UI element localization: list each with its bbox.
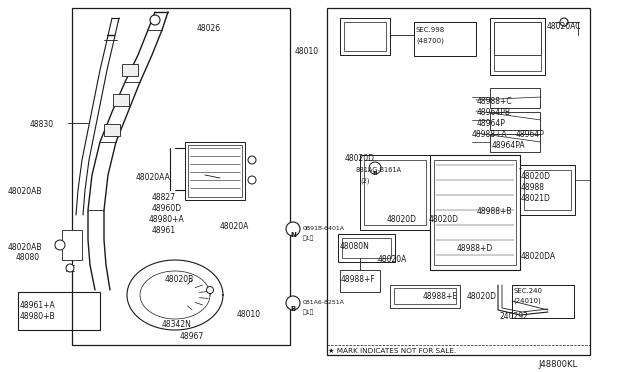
Text: (24010): (24010) [513, 298, 541, 305]
Text: B: B [372, 171, 377, 176]
Text: N: N [290, 232, 296, 238]
Circle shape [248, 176, 256, 184]
Text: 48964P: 48964P [516, 130, 545, 139]
Bar [18, 292, 100, 330]
Text: 48988+A: 48988+A [472, 130, 508, 139]
Text: 48020AB: 48020AB [8, 243, 42, 252]
Text: ＜1＞: ＜1＞ [303, 309, 314, 315]
Bar [62, 230, 82, 260]
Bar [434, 160, 516, 265]
Text: 48960D: 48960D [152, 204, 182, 213]
Bar [490, 112, 540, 130]
Circle shape [286, 296, 300, 310]
Text: 48020D: 48020D [467, 292, 497, 301]
Circle shape [207, 286, 214, 294]
Text: 48980+A: 48980+A [149, 215, 185, 224]
Circle shape [66, 264, 74, 272]
Bar [338, 234, 395, 262]
Text: J48800KL: J48800KL [538, 360, 577, 369]
Text: 240292: 240292 [500, 312, 529, 321]
Bar [185, 142, 245, 200]
Bar [342, 238, 391, 258]
Text: 48020A: 48020A [220, 222, 250, 231]
Bar [494, 22, 541, 55]
Bar [390, 285, 460, 308]
Bar [520, 165, 575, 215]
Text: 48988+F: 48988+F [341, 275, 376, 284]
Bar [490, 18, 545, 75]
Text: SEC.998: SEC.998 [416, 27, 445, 33]
Bar [72, 8, 290, 345]
Bar [122, 64, 138, 76]
Text: 48020A: 48020A [378, 255, 408, 264]
Text: 48830: 48830 [30, 120, 54, 129]
Text: 48342N: 48342N [162, 320, 192, 329]
Circle shape [55, 240, 65, 250]
Bar [113, 94, 129, 106]
Text: SEC.240: SEC.240 [513, 288, 542, 294]
Text: 48010: 48010 [237, 310, 261, 319]
Circle shape [150, 15, 160, 25]
Circle shape [248, 156, 256, 164]
Text: 48020D: 48020D [521, 172, 551, 181]
Text: 48020AA: 48020AA [136, 173, 171, 182]
Text: 48020D: 48020D [429, 215, 459, 224]
Text: 0B918-6401A: 0B918-6401A [303, 226, 345, 231]
Bar [327, 8, 590, 355]
Text: 48020D: 48020D [345, 154, 375, 163]
Bar [104, 124, 120, 136]
Text: 48988+B: 48988+B [477, 207, 513, 216]
Text: 48020D: 48020D [387, 215, 417, 224]
Bar [344, 22, 386, 51]
Circle shape [369, 162, 381, 174]
Text: 48020B: 48020B [165, 275, 195, 284]
Bar [490, 134, 540, 152]
Bar [414, 22, 476, 56]
Bar [360, 155, 430, 230]
Bar [524, 170, 571, 210]
Text: ★ MARK INDICATES NOT FOR SALE.: ★ MARK INDICATES NOT FOR SALE. [328, 348, 456, 354]
Text: B: B [290, 306, 295, 312]
Text: 48020AB: 48020AB [8, 187, 42, 196]
Circle shape [286, 222, 300, 236]
Bar [394, 288, 456, 304]
Text: 48961+A: 48961+A [20, 301, 56, 310]
Bar [364, 160, 426, 225]
Text: 8B1AG-B161A: 8B1AG-B161A [355, 167, 401, 173]
Text: 48080N: 48080N [340, 242, 370, 251]
Text: 48964PB: 48964PB [477, 108, 511, 117]
Text: 48964PA: 48964PA [492, 141, 525, 150]
Text: 48964P: 48964P [477, 119, 506, 128]
Text: 081A6-8251A: 081A6-8251A [303, 300, 345, 305]
Text: 48827: 48827 [152, 193, 176, 202]
Text: 48988+D: 48988+D [457, 244, 493, 253]
Text: ＜1＞: ＜1＞ [303, 235, 314, 241]
Text: 48961: 48961 [152, 226, 176, 235]
Text: 48967: 48967 [180, 332, 204, 341]
Bar [490, 88, 540, 108]
Bar [340, 270, 380, 292]
Bar [494, 55, 541, 71]
Bar [512, 285, 574, 318]
Text: 48021D: 48021D [521, 194, 551, 203]
Circle shape [560, 18, 568, 26]
Text: (48700): (48700) [416, 37, 444, 44]
Text: 48026: 48026 [197, 24, 221, 33]
Text: 48988+E: 48988+E [423, 292, 458, 301]
Text: 48080: 48080 [16, 253, 40, 262]
Bar [430, 155, 520, 270]
Bar [188, 145, 242, 197]
Text: 48010: 48010 [295, 47, 319, 56]
Text: 48020AC: 48020AC [547, 22, 582, 31]
Text: 48988: 48988 [521, 183, 545, 192]
Bar [340, 18, 390, 55]
Text: 48020DA: 48020DA [521, 252, 556, 261]
Text: 48980+B: 48980+B [20, 312, 56, 321]
Text: (2): (2) [360, 178, 369, 185]
Text: 48988+C: 48988+C [477, 97, 513, 106]
